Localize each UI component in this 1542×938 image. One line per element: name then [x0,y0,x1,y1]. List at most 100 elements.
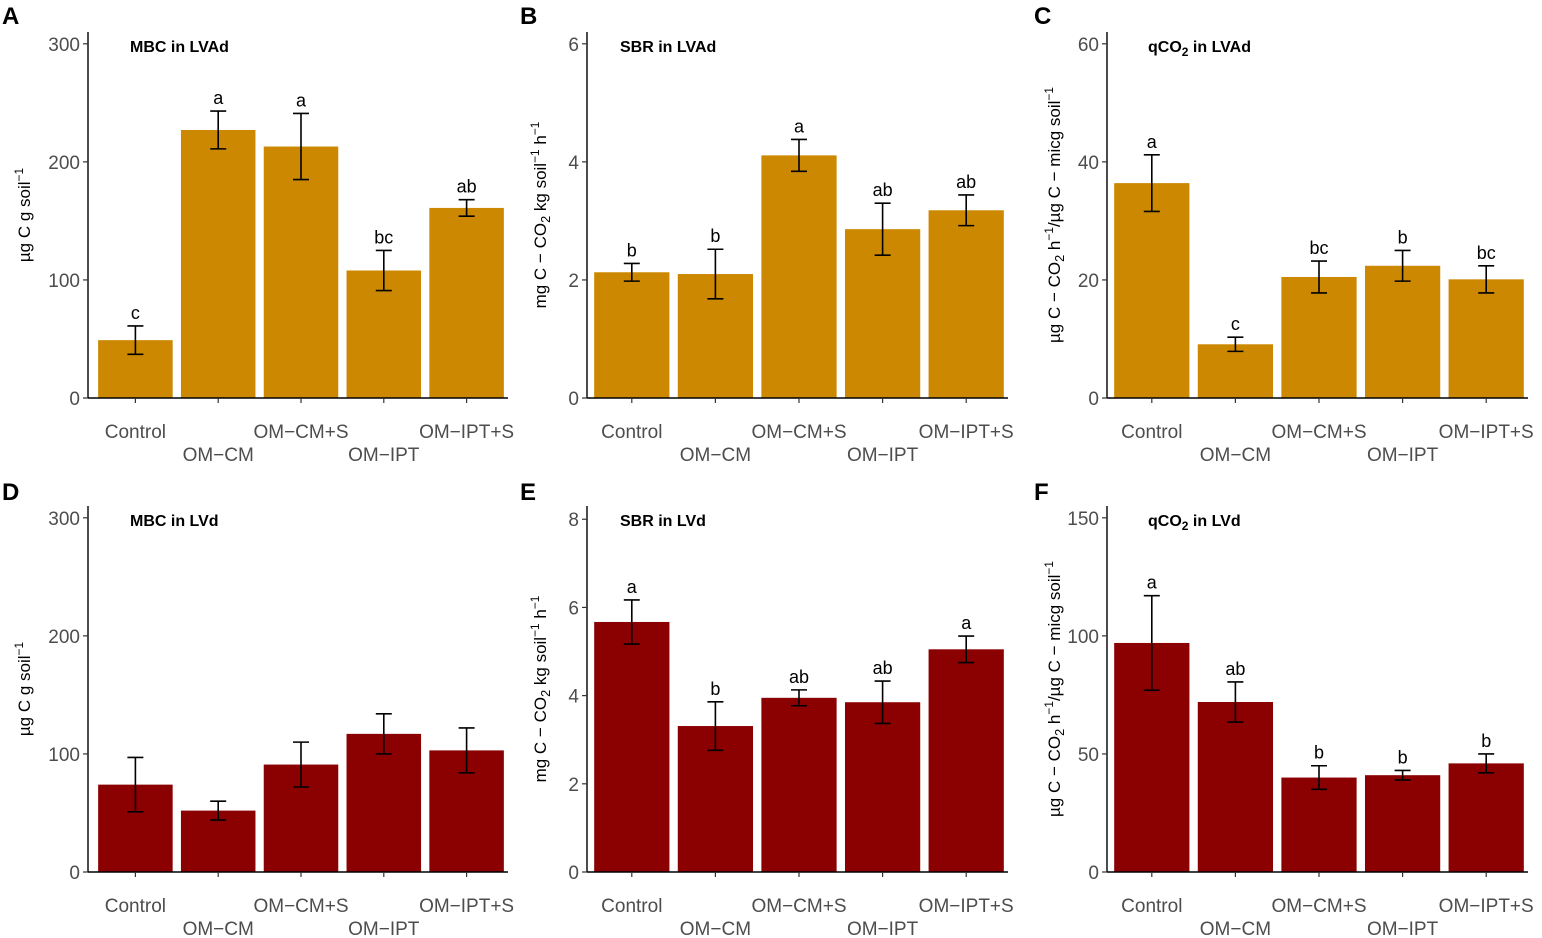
y-tick-label: 0 [568,389,579,410]
y-tick-label: 100 [1067,627,1099,648]
error-bar [293,112,309,181]
error-bar [707,248,724,300]
y-tick-label: 200 [48,627,80,648]
error-bar [1394,769,1411,781]
significance-letter: b [627,240,637,260]
error-bar [623,599,640,645]
x-tick-label: Control [1121,422,1182,443]
y-tick-label: 20 [1078,271,1099,292]
x-tick-label: Control [601,896,662,917]
error-bar [791,138,807,173]
panel-letter: C [1034,3,1051,30]
significance-letter: a [1147,573,1158,593]
x-tick-label: OM−CM+S [253,422,348,443]
bar [594,621,670,872]
significance-letter: a [961,613,972,633]
error-bar [1143,594,1160,691]
panel-title: SBR in LVd [620,513,706,530]
x-tick-label: OM−IPT+S [1439,422,1534,443]
y-axis-label: µg C g soil−1 [12,168,34,263]
panel-letter: F [1034,479,1049,506]
error-bar [210,110,227,150]
bar [1197,701,1274,872]
y-tick-label: 300 [48,35,80,56]
panel-title: MBC in LVd [130,513,219,530]
x-tick-label: OM−CM+S [751,896,846,917]
bar [1281,276,1357,398]
bar [928,649,1004,872]
error-bar [958,194,975,227]
error-bar [1311,260,1327,294]
y-axis-label: mg C − CO2 kg soil−1 h−1 [528,595,553,782]
x-tick-label: OM−IPT+S [419,422,514,443]
panel-title: qCO2 in LVAd [1148,39,1251,59]
error-bar [210,800,227,821]
bar [844,702,921,872]
y-tick-label: 150 [1067,509,1099,530]
y-tick-label: 8 [568,510,579,531]
bar [761,155,837,398]
error-bar [1227,336,1244,353]
y-axis-label: µg C g soil−1 [12,642,34,737]
x-tick-label: OM−CM [680,919,751,938]
y-tick-label: 40 [1078,153,1099,174]
significance-letter: ab [789,667,809,687]
panel-letter: A [2,3,19,30]
significance-letter: ab [956,172,976,192]
error-bar [707,700,724,752]
bar [1197,344,1274,398]
x-tick-label: OM−CM [680,445,751,466]
y-tick-label: 2 [568,271,579,292]
y-tick-label: 2 [568,775,579,796]
x-tick-label: OM−IPT [1367,919,1439,938]
significance-letter: ab [1225,659,1245,679]
x-tick-label: OM−IPT [847,919,919,938]
x-tick-label: Control [105,896,166,917]
panel-letter: B [520,3,537,30]
x-tick-label: OM−CM+S [1271,422,1366,443]
bar [346,270,422,398]
bar [429,207,504,398]
x-tick-label: OM−IPT [847,445,919,466]
error-bar [958,635,975,664]
y-tick-label: 6 [568,35,579,56]
significance-letter: c [131,303,140,323]
panel-title: qCO2 in LVd [1148,513,1241,533]
panel-A: A MBC in LVAd µg C g soil−1 c a a bc ab 0 100 200 3… [2,3,514,466]
y-tick-label: 4 [568,687,579,708]
y-tick-label: 100 [48,745,80,766]
error-bar [874,202,891,256]
x-tick-label: OM−CM [183,919,254,938]
error-bar [874,680,891,725]
panel-title: SBR in LVAd [620,39,716,56]
x-tick-label: OM−CM+S [253,896,348,917]
y-tick-label: 100 [48,271,80,292]
error-bar [127,325,144,356]
bar [1364,775,1441,872]
bar [1448,763,1524,872]
significance-letter: a [1147,132,1158,152]
y-tick-label: 0 [1088,863,1099,884]
error-bar [1394,249,1411,282]
error-bar [1478,753,1495,774]
significance-letter: b [1481,731,1491,751]
panel-letter: E [520,479,536,506]
panel-B: B SBR in LVAd mg C − CO2 kg soil−1 h−1 b b a a… [520,3,1014,466]
significance-letter: a [794,116,805,136]
error-bar [293,741,309,788]
significance-letter: b [710,226,720,246]
error-bar [1478,264,1495,294]
bar [1364,265,1441,398]
x-tick-label: OM−IPT+S [919,422,1014,443]
x-tick-label: Control [601,422,662,443]
significance-letter: bc [1309,238,1328,258]
y-axis-label: µg C − CO2 h−1/µg C − micg soil−1 [1042,87,1067,343]
error-bar [1311,764,1327,791]
significance-letter: ab [873,180,893,200]
y-tick-label: 4 [568,153,579,174]
error-bar [458,727,475,774]
